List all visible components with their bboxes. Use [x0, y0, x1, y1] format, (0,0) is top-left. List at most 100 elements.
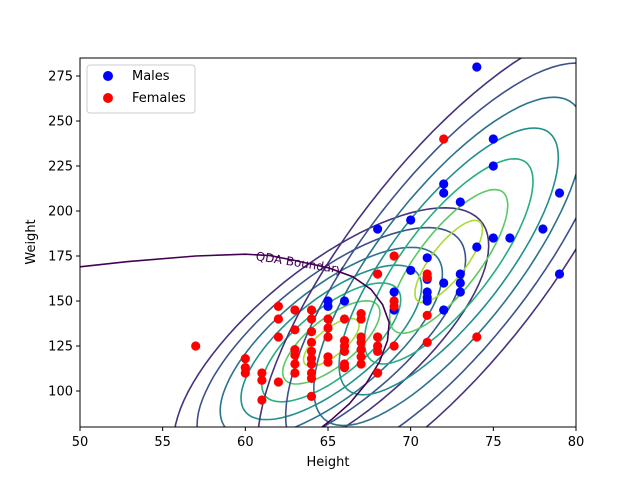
- point-females: [373, 269, 383, 279]
- point-males: [455, 287, 465, 297]
- point-males: [538, 224, 548, 234]
- point-females: [290, 368, 300, 378]
- point-females: [373, 332, 383, 342]
- density-contour-line: [312, 96, 576, 427]
- point-females: [323, 314, 333, 324]
- point-males: [439, 188, 449, 198]
- density-contour-line: [363, 157, 534, 365]
- x-tick-label: 80: [568, 435, 585, 450]
- point-males: [406, 265, 416, 275]
- x-tick-label: 55: [154, 435, 171, 450]
- point-males: [505, 233, 515, 243]
- point-females: [373, 368, 383, 378]
- y-tick-label: 225: [48, 160, 73, 175]
- point-females: [273, 377, 283, 387]
- legend-box: [86, 64, 196, 114]
- y-tick-label: 175: [48, 250, 73, 265]
- legend-label-males: Males: [132, 69, 170, 84]
- density-contour-line: [281, 299, 381, 385]
- point-females: [339, 346, 350, 356]
- density-contours: [174, 58, 576, 427]
- point-females: [323, 323, 333, 333]
- point-females: [240, 354, 250, 364]
- point-males: [488, 134, 498, 144]
- point-males: [439, 179, 449, 189]
- y-tick-label: 275: [48, 70, 73, 85]
- y-tick-label: 150: [48, 295, 73, 310]
- point-females: [356, 359, 366, 369]
- boundary-curve: [80, 253, 391, 427]
- point-males: [422, 296, 432, 306]
- point-females: [472, 332, 482, 342]
- point-females: [273, 332, 283, 342]
- point-females: [191, 341, 201, 351]
- y-tick-label: 200: [48, 205, 73, 220]
- legend-label-females: Females: [132, 91, 186, 106]
- y-tick-label: 100: [48, 385, 73, 400]
- y-axis-ticks: 100 125 150 175 200 225 250 275: [48, 70, 80, 400]
- x-tick-label: 65: [320, 435, 337, 450]
- point-females: [439, 134, 449, 144]
- point-females: [306, 314, 317, 324]
- point-females: [389, 341, 399, 351]
- legend-marker-females: [103, 93, 113, 103]
- point-males: [488, 161, 498, 171]
- point-females: [257, 375, 267, 385]
- legend: Males Females: [86, 64, 196, 114]
- point-females: [422, 310, 432, 320]
- point-males: [554, 188, 565, 198]
- point-males: [389, 287, 399, 297]
- density-contour-line: [174, 206, 490, 427]
- point-females: [290, 325, 300, 335]
- point-females: [306, 373, 317, 383]
- point-females: [356, 352, 366, 362]
- point-females: [356, 314, 366, 324]
- point-females: [290, 305, 300, 315]
- qda-boundary: [80, 253, 391, 427]
- point-males: [339, 296, 350, 306]
- point-females: [323, 332, 333, 342]
- point-males: [455, 269, 465, 279]
- point-females: [257, 395, 267, 405]
- point-males: [554, 269, 565, 279]
- point-males: [323, 301, 333, 311]
- point-females: [306, 337, 317, 347]
- point-males: [422, 253, 432, 263]
- density-contour-line: [284, 62, 576, 427]
- density-contour-line: [388, 188, 509, 335]
- point-females: [339, 314, 350, 324]
- point-females: [339, 363, 350, 373]
- point-females: [306, 327, 317, 337]
- point-males: [455, 197, 465, 207]
- point-females: [306, 346, 317, 356]
- point-females: [356, 345, 366, 355]
- density-contour-line: [257, 58, 576, 427]
- point-females: [240, 368, 250, 378]
- point-males: [373, 224, 383, 234]
- point-males: [472, 242, 482, 252]
- point-males: [439, 278, 449, 288]
- point-females: [389, 251, 399, 261]
- x-axis-ticks: 50 55 60 65 70 75 80: [72, 427, 585, 450]
- density-contour-line: [338, 127, 560, 396]
- point-males: [406, 215, 416, 225]
- point-males: [472, 62, 482, 72]
- point-females: [373, 346, 383, 356]
- y-tick-label: 125: [48, 340, 73, 355]
- y-tick-label: 250: [48, 115, 73, 130]
- point-males: [488, 233, 498, 243]
- point-females: [422, 273, 432, 283]
- x-tick-label: 75: [485, 435, 502, 450]
- point-females: [306, 305, 317, 315]
- point-females: [389, 301, 399, 311]
- point-females: [306, 391, 317, 401]
- x-tick-label: 50: [72, 435, 89, 450]
- point-females: [290, 359, 300, 369]
- point-females: [290, 350, 300, 360]
- density-contour-line: [240, 264, 423, 421]
- density-contour-line: [414, 219, 484, 304]
- y-axis-label: Weight: [24, 219, 39, 264]
- point-females: [273, 301, 283, 311]
- point-females: [422, 337, 432, 347]
- point-females: [257, 368, 267, 378]
